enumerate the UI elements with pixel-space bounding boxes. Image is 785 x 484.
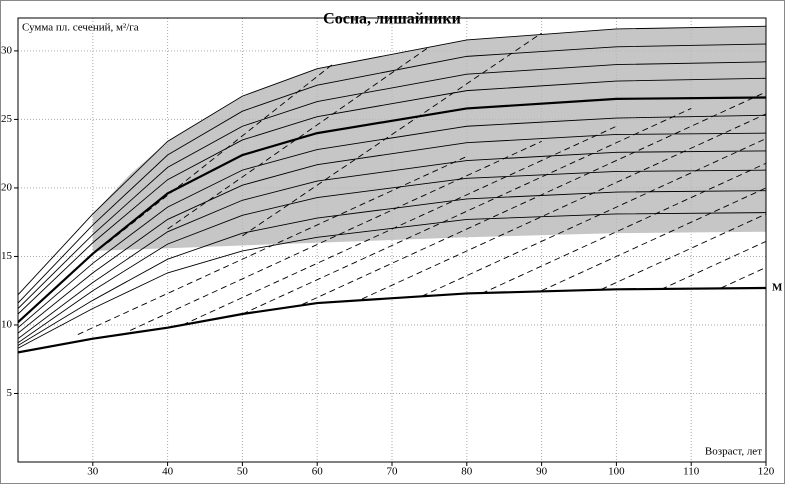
dashed-line [130,140,542,331]
x-tick-label: 90 [536,466,548,478]
y-tick-label: 25 [1,113,13,125]
chart-title: Сосна, лишайники [323,11,461,28]
dashed-line [361,113,766,300]
line [18,212,766,349]
dashed-line [601,213,766,290]
x-tick-label: 30 [87,466,99,478]
line [18,150,766,340]
x-tick-label: 40 [162,466,174,478]
line [18,96,766,324]
dashed-line [302,91,766,305]
dashed-line [242,108,692,315]
line [18,77,766,315]
x-tick-label: 80 [461,466,473,478]
y-axis-label: Сумма пл. сечений, м²/га [22,22,139,34]
line [18,114,766,329]
dashed-line [481,162,766,294]
y-tick-label: 20 [1,181,13,193]
plot-area [18,18,766,462]
y-tick-label: 10 [1,318,13,330]
line [18,132,766,334]
x-axis-label: Возраст, лет [705,446,762,458]
y-tick-label: 5 [7,387,13,399]
line [18,61,766,309]
line [18,286,766,354]
dashed-line [541,187,766,292]
dashed-line [720,266,766,289]
line [18,25,766,296]
dashed-line [421,138,766,297]
x-tick-label: 70 [387,466,399,478]
dashed-line [242,32,542,237]
x-tick-label: 60 [312,466,324,478]
line [18,169,766,344]
line [18,43,766,304]
dashed-line [167,46,430,230]
dashed-line [107,64,333,244]
x-tick-label: 110 [683,466,700,478]
y-tick-label: 30 [1,44,13,56]
x-tick-label: 120 [758,466,775,478]
line [18,190,766,346]
x-tick-label: 100 [608,466,625,478]
dashed-line [661,240,766,290]
x-tick-label: 50 [237,466,249,478]
y-tick-label: 15 [1,250,13,262]
series-label: М [772,281,783,293]
